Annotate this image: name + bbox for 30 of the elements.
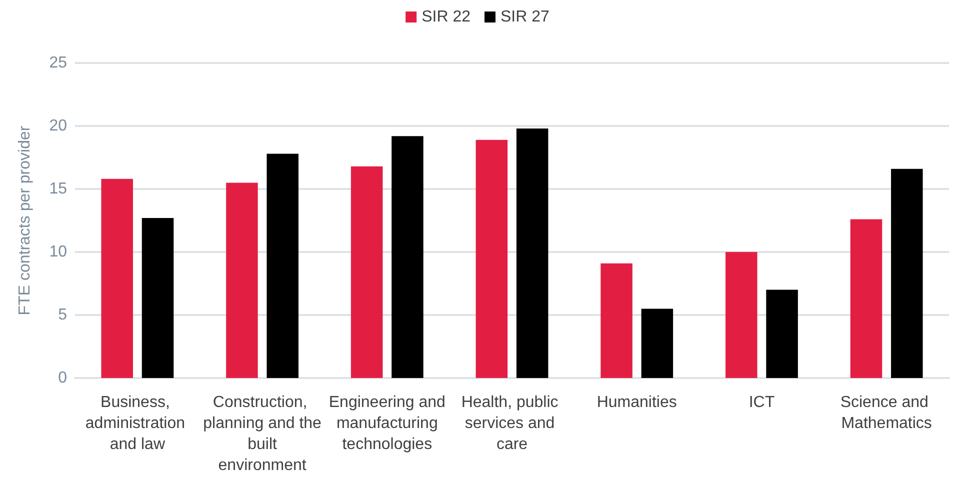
bar <box>392 136 424 378</box>
bar <box>726 252 758 378</box>
x-tick-label: ICT <box>748 394 775 411</box>
x-tick-label: Engineering and manufacturing technologies <box>328 394 446 453</box>
y-tick-label: 0 <box>58 370 68 386</box>
bar <box>850 219 882 378</box>
x-tick-label: Humanities <box>596 394 677 411</box>
y-axis-title: FTE contracts per provider <box>16 125 34 316</box>
x-tick-label: Construction, planning and the built environment <box>203 394 322 474</box>
bar <box>476 140 508 378</box>
bar <box>350 166 383 378</box>
bar <box>600 263 632 378</box>
y-tick-label: 5 <box>58 306 68 324</box>
x-tick-label: Science and Mathematics <box>840 394 933 432</box>
bar <box>516 128 548 378</box>
legend-label: SIR 22 <box>422 8 471 26</box>
bar <box>891 168 923 378</box>
y-tick-label: 20 <box>49 118 68 134</box>
y-tick-label: 10 <box>49 244 68 260</box>
bar <box>226 182 258 378</box>
x-tick-label: Business, administration and law <box>85 394 190 453</box>
y-tick-label: 25 <box>49 54 68 72</box>
bar <box>266 154 298 378</box>
legend-label: SIR 27 <box>500 8 550 26</box>
bar <box>766 290 798 378</box>
bar <box>142 218 174 378</box>
bar <box>101 178 133 378</box>
x-tick-label: Health, public services and care <box>461 394 563 453</box>
y-tick-label: 15 <box>49 180 68 198</box>
bar <box>641 308 674 378</box>
